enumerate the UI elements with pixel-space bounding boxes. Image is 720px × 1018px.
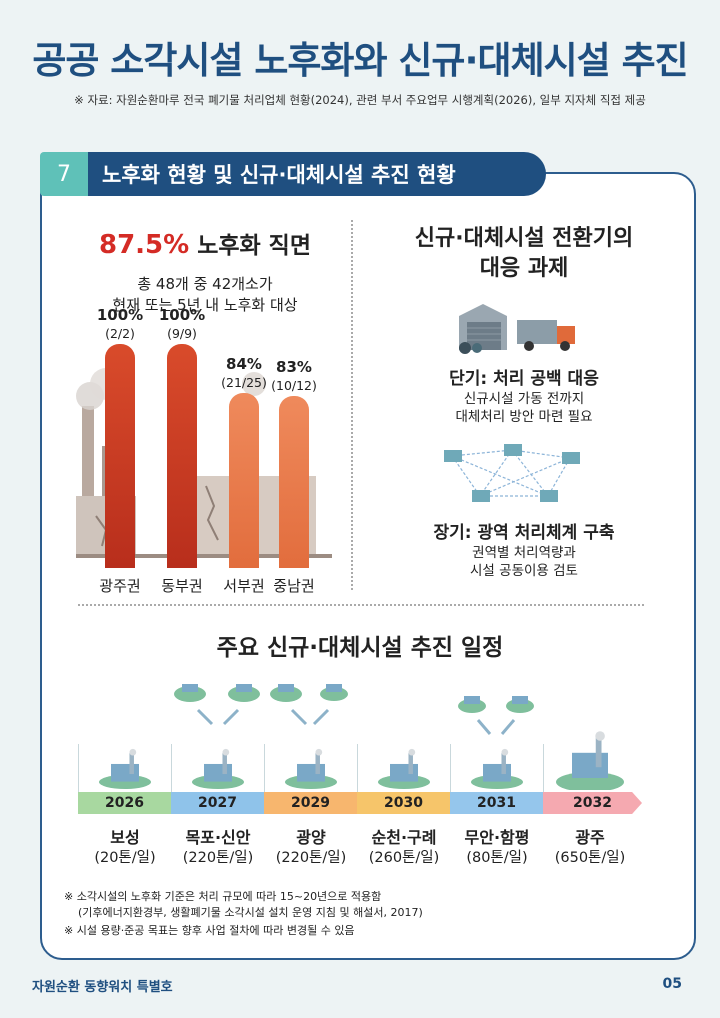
section-number: 7 (40, 152, 88, 196)
short-term-heading: 단기: 처리 공백 대응 (449, 369, 599, 389)
warehouse-truck-icon (459, 304, 575, 354)
headline-sub-line2: 현재 또는 5년 내 노후화 대상 (112, 296, 298, 314)
small-facilities-merge-icon-2 (458, 696, 534, 735)
facility-icon (284, 748, 337, 789)
headline-sub-line1: 총 48개 중 42개소가 (137, 275, 273, 293)
section-header: 7 노후화 현황 및 신규·대체시설 추진 현황 (40, 152, 546, 196)
schedule-location: 광주 (575, 828, 605, 847)
headline-percent: 87.5% (98, 230, 190, 260)
headline-text: 노후화 직면 (189, 233, 312, 259)
timeline-year-2031: 2031 (450, 792, 543, 814)
aging-bar-chart: 100% (2/2) 광주권 100% (9/9) 동부권 84% (21/25) 서부권 83%… (76, 306, 332, 596)
schedule-location: 순천·구례 (371, 828, 437, 847)
note-2: (기후에너지환경부, 생활폐기물 소각시설 설치 운영 지침 및 해설서, 20… (78, 906, 423, 919)
facility-icon (98, 748, 151, 789)
timeline-year-2027: 2027 (171, 792, 264, 814)
section-title: 노후화 현황 및 신규·대체시설 추진 현황 (102, 163, 456, 187)
long-term-line2: 시설 공동이용 검토 (470, 563, 578, 579)
source-note: ※ 자료: 자원순환마루 전국 폐기물 처리업체 현황(2024), 관련 부서… (74, 93, 646, 107)
schedule-capacity: (650톤/일) (554, 850, 626, 866)
bar-category-label: 동부권 (161, 577, 203, 595)
bar-서부권 (229, 393, 259, 568)
note-3: ※ 시설 용량·준공 목표는 향후 사업 절차에 따라 변경될 수 있음 (64, 924, 355, 937)
timeline-year-2032: 2032 (543, 792, 642, 814)
bar-value-label: 100% (96, 306, 144, 324)
right-title-line1: 신규·대체시설 전환기의 (414, 226, 634, 251)
bar-중남권 (279, 396, 309, 568)
bar-category-label: 서부권 (223, 577, 265, 595)
timeline-tick (171, 744, 172, 792)
bar-category-label: 중남권 (273, 577, 315, 595)
regional-network-icon (444, 444, 580, 502)
schedule-capacity: (20톤/일) (94, 850, 156, 866)
schedule-location: 보성 (110, 828, 140, 847)
schedule-location: 무안·함평 (464, 828, 530, 847)
schedule-capacity: (80톤/일) (466, 850, 528, 866)
bar-count-label: (2/2) (105, 326, 135, 341)
bar-category-label: 광주권 (99, 577, 141, 595)
schedule-title: 주요 신규·대체시설 추진 일정 (216, 635, 504, 661)
facility-icon (191, 748, 244, 789)
headline-sub: 총 48개 중 42개소가 현재 또는 5년 내 노후화 대상 (60, 274, 350, 316)
bar-동부권 (167, 344, 197, 568)
schedule-location: 목포·신안 (185, 828, 251, 847)
headline: 87.5% 노후화 직면 (60, 226, 350, 260)
note-1: ※ 소각시설의 노후화 기준은 처리 규모에 따라 15~20년으로 적용함 (64, 890, 382, 903)
timeline-year-2030: 2030 (357, 792, 450, 814)
bar-count-label: (21/25) (221, 375, 267, 390)
timeline-tick (450, 744, 451, 792)
timeline-tick (357, 744, 358, 792)
facility-icon (555, 731, 624, 790)
right-title-line2: 대응 과제 (479, 256, 569, 281)
schedule-capacity: (220톤/일) (275, 850, 347, 866)
bar-count-label: (9/9) (167, 326, 197, 341)
long-term-heading: 장기: 광역 처리체계 구축 (433, 523, 615, 543)
schedule-location: 광양 (296, 828, 326, 847)
timeline-tick (78, 744, 79, 792)
content-card (40, 172, 696, 960)
timeline-year-2026: 2026 (78, 792, 171, 814)
bar-count-label: (10/12) (271, 378, 317, 393)
bar-value-label: 83% (276, 358, 312, 376)
schedule-capacity: (260톤/일) (368, 850, 440, 866)
schedule-capacity: (220톤/일) (182, 850, 254, 866)
vertical-divider (351, 220, 353, 590)
facility-icon (377, 748, 430, 789)
bar-value-label: 100% (158, 306, 206, 324)
short-term-line1: 신규시설 가동 전까지 (463, 391, 585, 407)
horizontal-divider (78, 604, 644, 606)
right-title: 신규·대체시설 전환기의 대응 과제 (364, 224, 684, 284)
short-term-line2: 대체처리 방안 마련 필요 (455, 409, 593, 425)
page-title: 공공 소각시설 노후화와 신규·대체시설 추진 (32, 39, 688, 82)
timeline-tick (543, 744, 544, 792)
timeline-year-2029: 2029 (264, 792, 357, 814)
long-term-line1: 권역별 처리역량과 (472, 545, 576, 561)
page-number: 05 (662, 976, 682, 992)
small-facilities-merge-icon (174, 684, 348, 726)
timeline-tick (264, 744, 265, 792)
facility-icon (470, 748, 523, 789)
footer-publication: 자원순환 동향워치 특별호 (32, 980, 173, 995)
bar-value-label: 84% (226, 355, 262, 373)
bar-광주권 (105, 344, 135, 568)
